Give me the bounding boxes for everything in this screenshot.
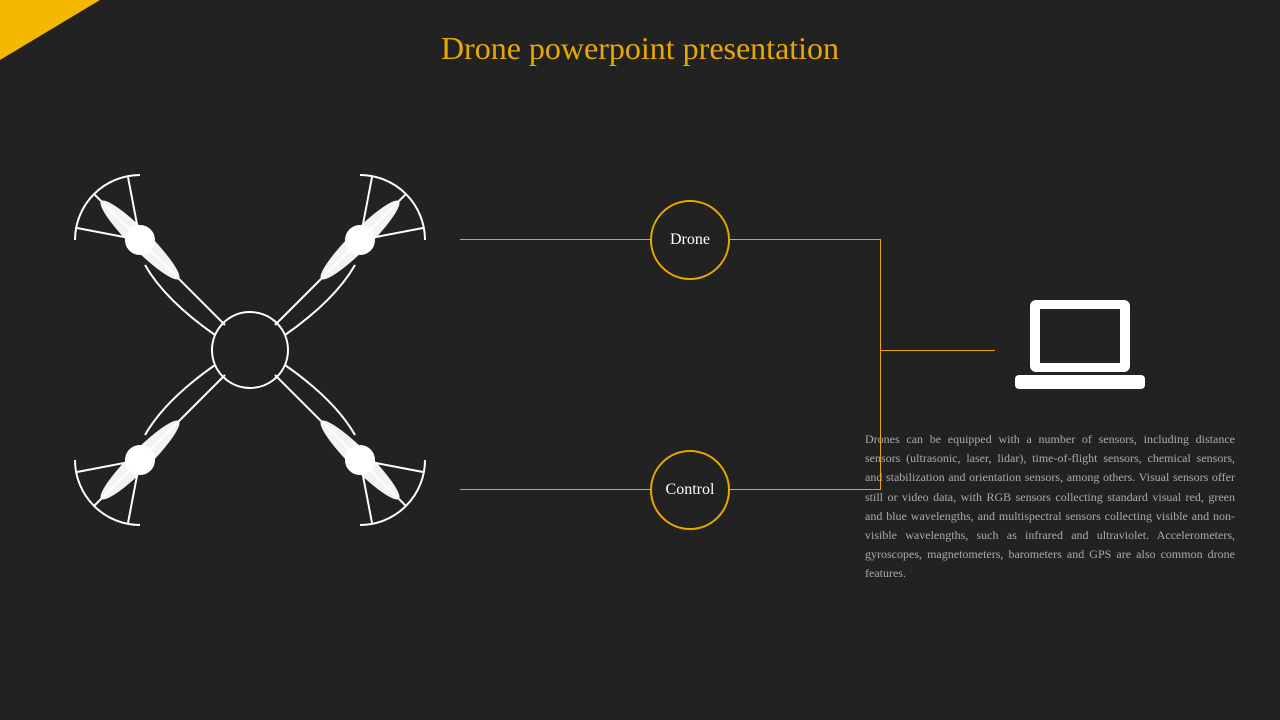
connector-line xyxy=(730,239,880,240)
description-text: Drones can be equipped with a number of … xyxy=(865,430,1235,584)
connector-line xyxy=(460,239,650,240)
connector-line xyxy=(730,489,880,490)
node-control: Control xyxy=(650,450,730,530)
drone-illustration xyxy=(40,140,460,560)
node-control-label: Control xyxy=(666,481,715,499)
page-title: Drone powerpoint presentation xyxy=(0,30,1280,67)
laptop-icon xyxy=(1010,295,1150,405)
connector-line xyxy=(460,489,650,490)
node-drone: Drone xyxy=(650,200,730,280)
connector-line xyxy=(880,350,995,351)
node-drone-label: Drone xyxy=(670,231,710,249)
